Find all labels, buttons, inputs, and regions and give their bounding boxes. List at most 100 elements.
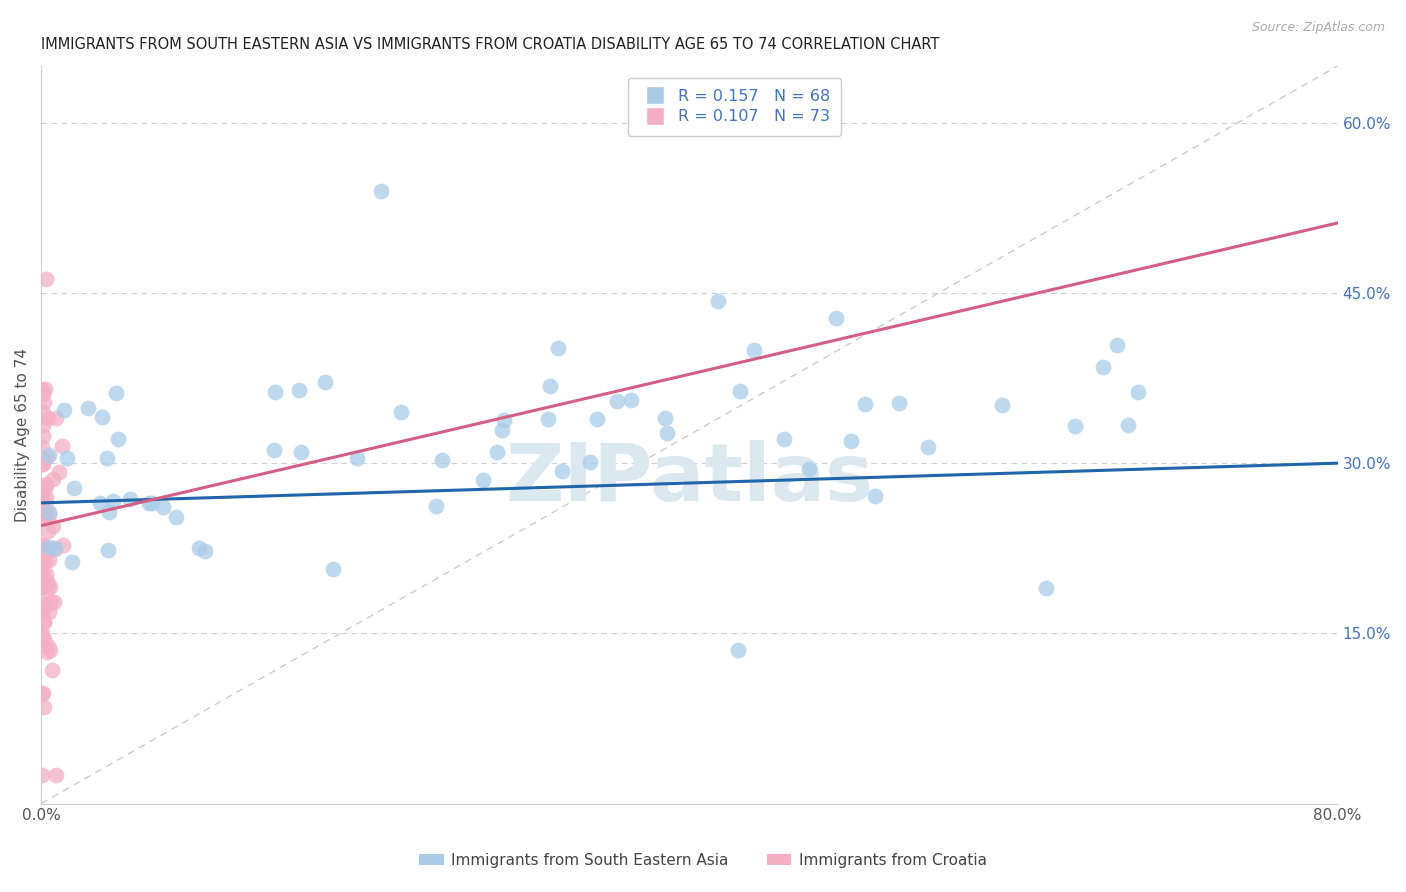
Point — [32, 387, 55, 401]
Point — [538, 379, 561, 393]
Point — [39, 595, 62, 609]
Point — [31, 556, 53, 570]
Text: ZIPatlas: ZIPatlas — [505, 440, 873, 518]
Point — [31, 607, 53, 621]
Point — [707, 294, 730, 309]
Point — [31, 687, 53, 701]
Point — [32, 457, 55, 471]
Point — [1105, 338, 1128, 352]
Point — [44, 541, 66, 556]
Point — [606, 394, 628, 409]
Point — [32, 699, 55, 714]
Point — [370, 184, 392, 198]
Point — [34, 554, 56, 568]
Point — [1091, 359, 1114, 374]
Point — [32, 504, 55, 518]
Point — [105, 386, 128, 401]
Point — [865, 489, 887, 503]
Point — [32, 429, 55, 443]
Point — [263, 385, 285, 400]
Y-axis label: Disability Age 65 to 74: Disability Age 65 to 74 — [15, 348, 30, 522]
Point — [37, 410, 59, 425]
Point — [31, 507, 53, 521]
Point — [60, 555, 83, 569]
Point — [727, 643, 749, 657]
Point — [45, 768, 67, 782]
Point — [32, 394, 55, 409]
Point — [89, 496, 111, 510]
Point — [37, 639, 59, 653]
Point — [194, 544, 217, 558]
Point — [35, 450, 58, 464]
Point — [491, 423, 513, 437]
Point — [31, 631, 53, 645]
Point — [31, 486, 53, 500]
Point — [1116, 418, 1139, 433]
Legend: Immigrants from South Eastern Asia, Immigrants from Croatia: Immigrants from South Eastern Asia, Immi… — [413, 847, 993, 873]
Point — [107, 432, 129, 446]
Point — [34, 545, 56, 559]
Point — [773, 432, 796, 446]
Point — [35, 543, 58, 558]
Point — [35, 645, 58, 659]
Point — [728, 384, 751, 399]
Point — [38, 448, 60, 462]
Point — [917, 440, 939, 454]
Point — [38, 580, 60, 594]
Point — [31, 686, 53, 700]
Point — [35, 574, 58, 588]
Point — [31, 482, 53, 496]
Point — [34, 497, 56, 511]
Point — [31, 548, 53, 562]
Point — [314, 375, 336, 389]
Point — [31, 639, 53, 653]
Point — [32, 538, 55, 552]
Point — [31, 598, 53, 612]
Point — [1064, 419, 1087, 434]
Point — [35, 566, 58, 581]
Point — [38, 605, 60, 619]
Point — [120, 492, 142, 507]
Point — [263, 443, 285, 458]
Point — [165, 510, 187, 524]
Point — [38, 552, 60, 566]
Point — [38, 507, 60, 521]
Point — [31, 566, 53, 580]
Point — [37, 583, 59, 598]
Point — [42, 472, 65, 486]
Point — [53, 402, 76, 417]
Point — [579, 455, 602, 469]
Point — [31, 565, 53, 579]
Point — [38, 540, 60, 554]
Point — [486, 445, 509, 459]
Point — [290, 445, 312, 459]
Point — [138, 496, 160, 510]
Point — [31, 580, 53, 594]
Point — [853, 397, 876, 411]
Point — [742, 343, 765, 357]
Point — [91, 410, 114, 425]
Point — [141, 496, 163, 510]
Point — [32, 417, 55, 432]
Point — [31, 457, 53, 471]
Point — [35, 477, 58, 491]
Point — [48, 465, 70, 479]
Point — [96, 451, 118, 466]
Point — [31, 768, 53, 782]
Point — [1126, 384, 1149, 399]
Legend: R = 0.157   N = 68, R = 0.107   N = 73: R = 0.157 N = 68, R = 0.107 N = 73 — [628, 78, 841, 136]
Point — [991, 398, 1014, 412]
Point — [41, 664, 63, 678]
Point — [35, 479, 58, 493]
Point — [45, 410, 67, 425]
Point — [586, 412, 609, 426]
Point — [547, 341, 569, 355]
Point — [38, 643, 60, 657]
Point — [322, 562, 344, 576]
Point — [152, 500, 174, 515]
Point — [31, 580, 53, 594]
Point — [1035, 581, 1057, 595]
Point — [32, 614, 55, 628]
Point — [188, 541, 211, 556]
Point — [839, 434, 862, 448]
